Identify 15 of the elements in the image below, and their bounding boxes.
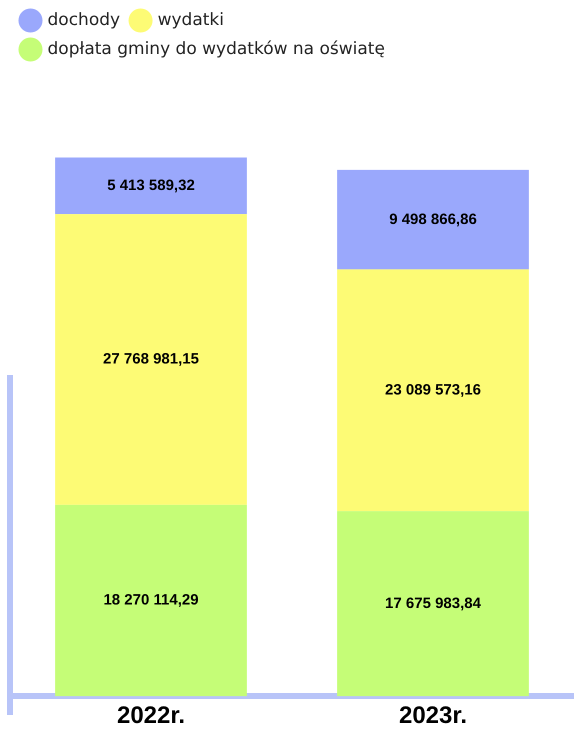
data-label: 18 270 114,29: [103, 592, 199, 609]
data-label: 5 413 589,32: [107, 176, 195, 194]
x-tick-label: 2023r.: [398, 702, 468, 730]
legend-label: dochody: [48, 10, 120, 30]
x-tick-label: 2022r.: [116, 702, 186, 730]
data-label: 23 089 573,16: [385, 381, 481, 398]
legend-label: wydatki: [158, 10, 224, 30]
data-label: 17 675 983,84: [385, 594, 482, 612]
bar: [55, 214, 247, 505]
data-label: 9 498 866,86: [389, 210, 477, 228]
bar: [55, 157, 247, 214]
data-label: 27 768 981,15: [103, 350, 199, 368]
bar: [337, 170, 529, 270]
legend-label: dopłata gminy do wydatków na oświatę: [48, 38, 385, 59]
bar: [337, 269, 529, 512]
